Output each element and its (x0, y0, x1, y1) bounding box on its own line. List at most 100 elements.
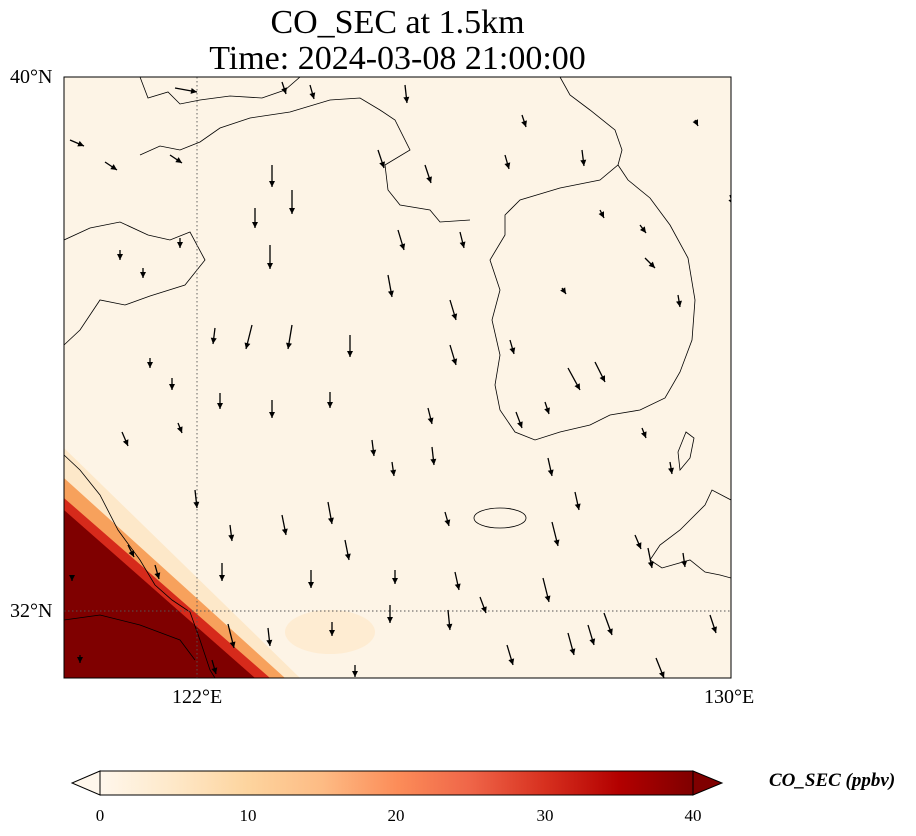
wind-vector-head (352, 671, 358, 677)
wind-vector-head (117, 254, 123, 260)
wind-vector-head (544, 595, 551, 602)
wind-vector-head (658, 671, 665, 678)
wind-vector-head (446, 623, 453, 630)
wind-vector-head (481, 606, 487, 613)
co-band-max (64, 510, 255, 678)
colorbar-tick-10: 10 (239, 806, 257, 825)
wind-vector-head (403, 96, 410, 103)
wind-vector-head (193, 501, 200, 508)
wind-vector-head (308, 582, 314, 588)
wind-vector-head (128, 550, 134, 557)
wind-vector-head (210, 337, 217, 344)
wind-vector-head (599, 375, 605, 382)
map-title: CO_SEC at 1.5km (270, 4, 525, 41)
coastline-yangtze (64, 454, 216, 678)
wind-vector-head (574, 503, 581, 510)
wind-vector-head (281, 528, 288, 535)
wind-vector-head (327, 517, 334, 524)
wind-vector-head (269, 181, 275, 187)
wind-vector-head (580, 159, 587, 166)
wind-vector-head (140, 272, 146, 278)
colorbar-extend-high (692, 770, 724, 796)
wind-vector-head (281, 87, 287, 94)
wind-vector-head (219, 575, 225, 581)
map-time-subtitle: Time: 2024-03-08 21:00:00 (209, 40, 586, 77)
wind-vector-head (387, 617, 393, 623)
colorbar-tick-30: 30 (536, 806, 554, 825)
coastline-shandong (139, 97, 471, 223)
wind-vector-head (110, 164, 117, 170)
colorbar-tick-0: 0 (95, 806, 105, 825)
wind-vectors (69, 81, 731, 678)
wind-vector-head (347, 351, 353, 357)
wind-vector-head (547, 469, 554, 476)
wind-vector-head (598, 211, 604, 218)
wind-vector-head (668, 467, 674, 474)
wind-vector-head (176, 426, 183, 433)
colorbar-label: CO_SEC (ppbv) (769, 770, 896, 791)
wind-vector-head (190, 87, 197, 94)
wind-vector-head (426, 176, 432, 183)
wind-vector-head (521, 120, 527, 127)
wind-vector-head (454, 583, 461, 590)
wind-vector-head (154, 572, 161, 579)
map-frame (63, 76, 732, 679)
wind-vector-head (177, 242, 183, 248)
wind-vector-head (244, 342, 251, 349)
wind-vector-head (147, 362, 153, 368)
wind-vector-head (286, 342, 292, 349)
wind-vector-head (451, 358, 458, 365)
wind-vector-head (266, 639, 273, 646)
wind-vector-head (553, 539, 560, 546)
wind-vector-head (329, 630, 335, 636)
coastline-korea (489, 164, 696, 441)
colorbar-tick-20: 20 (387, 806, 405, 825)
wind-vector-head (379, 161, 385, 168)
wind-vector-head (444, 519, 451, 526)
jeju-island (473, 507, 527, 529)
wind-vector-head (269, 412, 275, 418)
wind-vector-head (589, 638, 596, 645)
colorbar-tick-40: 40 (684, 806, 702, 825)
lat-tick-40N: 40°N (10, 66, 53, 88)
wind-vector-head (711, 626, 717, 633)
wind-vector-head (390, 469, 397, 476)
wind-vector-head (327, 402, 333, 408)
wind-vector-head (635, 542, 642, 549)
wind-vector-head (229, 641, 236, 648)
wind-vector-head (607, 628, 613, 635)
wind-vector-head (728, 199, 731, 203)
wind-vector-head (169, 384, 175, 390)
wind-vector-head (681, 560, 688, 567)
coastline-japan (649, 489, 731, 579)
wind-vector-head (217, 403, 223, 409)
wind-vector-head (517, 421, 523, 428)
wind-vector-head (504, 162, 511, 169)
lon-tick-130E: 130°E (704, 686, 755, 708)
colorbar (70, 770, 724, 796)
tsushima-island (677, 431, 695, 471)
wind-vector-head (676, 300, 682, 307)
wind-vector-head (211, 667, 218, 674)
wind-vector-head (387, 290, 394, 297)
wind-vector-head (459, 241, 466, 248)
wind-vector-head (252, 222, 258, 228)
wind-vector-head (640, 431, 647, 438)
wind-vector-head (508, 658, 515, 665)
coastline-yangtze-estuary (64, 614, 196, 661)
wind-vector-head (77, 657, 83, 663)
wind-vector-head (569, 648, 576, 655)
wind-vector-head (344, 553, 351, 560)
coastline-bohai (64, 221, 206, 346)
wind-vector-head (122, 439, 129, 446)
wind-vector-head (509, 347, 516, 354)
colorbar-extend-low (70, 770, 101, 796)
wind-vector-head (430, 458, 437, 465)
wind-vector-head (228, 534, 235, 541)
wind-vector-head (640, 226, 646, 233)
wind-vector-head (560, 287, 566, 294)
lat-tick-32N: 32°N (10, 600, 53, 622)
wind-vector-head (309, 92, 316, 99)
wind-vector-head (267, 263, 273, 269)
wind-vector-head (647, 561, 654, 568)
